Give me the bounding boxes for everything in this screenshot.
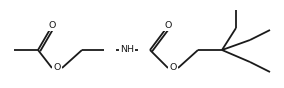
Text: O: O — [53, 64, 61, 73]
Text: NH: NH — [120, 45, 134, 54]
Text: O: O — [164, 21, 172, 31]
Text: O: O — [169, 64, 177, 73]
Text: O: O — [48, 21, 56, 31]
